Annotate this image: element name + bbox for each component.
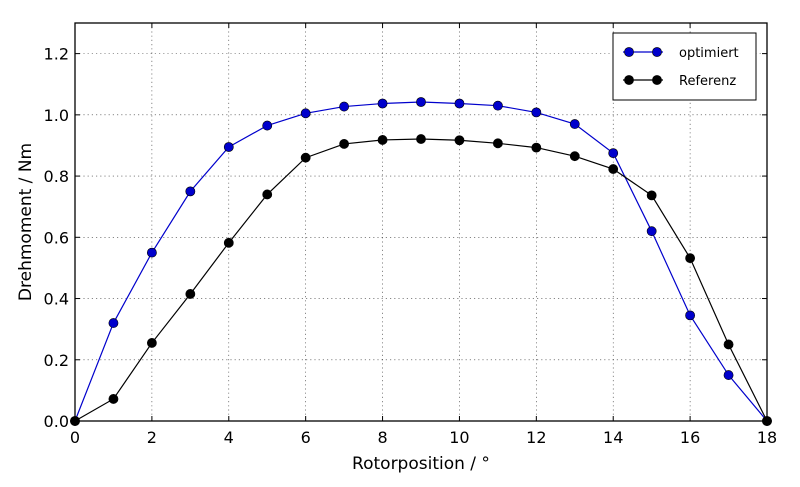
y-axis-label: Drehmoment / Nm xyxy=(16,143,36,301)
x-tick-label: 8 xyxy=(377,428,387,447)
data-point xyxy=(339,139,350,149)
data-point xyxy=(646,190,657,201)
plot-area-border xyxy=(74,22,768,422)
legend-marker xyxy=(624,47,634,57)
data-point xyxy=(300,152,311,163)
data-point xyxy=(646,226,657,237)
x-tick-label: 10 xyxy=(449,428,469,447)
y-tick-label: 0.8 xyxy=(44,167,69,186)
y-tick-label: 1.2 xyxy=(44,45,69,64)
legend-box xyxy=(612,32,757,101)
data-point xyxy=(223,237,234,248)
x-tick-label: 16 xyxy=(680,428,700,447)
x-tick-label: 18 xyxy=(757,428,777,447)
data-point xyxy=(185,186,196,197)
data-point xyxy=(339,101,350,112)
y-tick-label: 0.6 xyxy=(44,228,69,247)
data-point xyxy=(685,310,696,321)
data-point xyxy=(685,253,696,264)
data-point xyxy=(300,108,311,119)
data-point xyxy=(492,138,503,149)
data-point xyxy=(416,134,426,144)
legend-label: optimiert xyxy=(679,46,739,61)
data-point xyxy=(531,142,542,153)
data-point xyxy=(454,98,465,109)
data-point xyxy=(108,394,119,404)
data-point xyxy=(146,247,157,258)
x-tick-label: 4 xyxy=(224,428,234,447)
legend: optimiert Referenz xyxy=(612,32,757,101)
data-point xyxy=(416,97,426,107)
x-tick-label: 2 xyxy=(147,428,157,447)
data-point xyxy=(262,120,273,131)
y-tick-label: 0.4 xyxy=(44,290,69,309)
legend-label: Referenz xyxy=(679,74,736,89)
legend-marker xyxy=(652,75,662,85)
series-group xyxy=(70,97,772,426)
legend-marker xyxy=(624,75,634,85)
axis-ticks: 0 2 4 6 8 10 12 14 16 18 0.0 0.2 0.4 0.6 0.8 1.0 1.2 xyxy=(44,23,777,447)
series-1 xyxy=(70,134,772,426)
data-point xyxy=(531,107,542,118)
series-line xyxy=(74,101,768,422)
data-point xyxy=(377,98,388,109)
data-point xyxy=(569,119,580,129)
series-line xyxy=(74,138,768,422)
legend-marker xyxy=(652,47,662,57)
data-point xyxy=(185,289,196,299)
data-point xyxy=(723,370,734,380)
data-point xyxy=(223,142,234,152)
data-point xyxy=(377,135,388,145)
data-point xyxy=(608,148,619,159)
x-axis-label: Rotorposition / ° xyxy=(352,454,490,474)
data-point xyxy=(569,151,580,162)
data-point xyxy=(723,339,734,350)
data-point xyxy=(146,338,157,348)
x-tick-label: 6 xyxy=(301,428,311,447)
x-tick-label: 12 xyxy=(526,428,546,447)
y-tick-label: 0.2 xyxy=(44,351,69,370)
data-point xyxy=(262,189,273,200)
x-tick-label: 14 xyxy=(603,428,623,447)
data-point xyxy=(454,135,465,146)
x-tick-label: 0 xyxy=(70,428,80,447)
y-tick-label: 1.0 xyxy=(44,106,69,125)
y-tick-label: 0.0 xyxy=(44,412,69,431)
plot-frame xyxy=(74,22,768,422)
data-point xyxy=(492,100,503,111)
data-point xyxy=(608,164,619,174)
data-point xyxy=(108,318,119,328)
series-0 xyxy=(70,97,772,426)
